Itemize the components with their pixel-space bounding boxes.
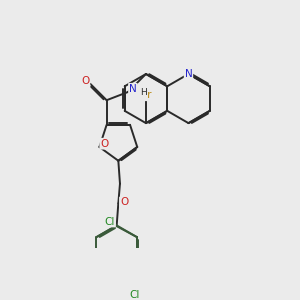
Text: Cl: Cl [105,217,115,226]
Text: Br: Br [140,90,152,100]
Text: H: H [140,88,147,97]
Text: N: N [184,69,192,79]
Text: O: O [120,197,128,208]
Text: O: O [100,139,109,149]
Text: O: O [81,76,89,85]
Text: N: N [129,84,137,94]
Text: Cl: Cl [130,290,140,300]
